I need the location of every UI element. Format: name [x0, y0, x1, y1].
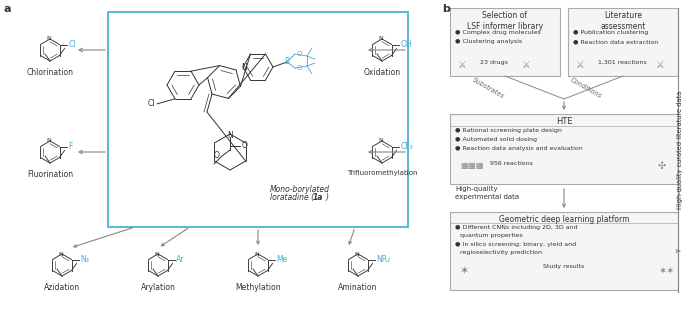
Text: 956 reactions: 956 reactions: [490, 161, 533, 166]
Text: quantum properties: quantum properties: [460, 233, 523, 238]
Text: ● Reaction data extraction: ● Reaction data extraction: [573, 39, 658, 44]
Text: ⚔: ⚔: [458, 60, 466, 70]
Text: Me: Me: [276, 255, 288, 264]
Text: ✶✶: ✶✶: [658, 266, 674, 276]
Text: b: b: [442, 4, 450, 14]
Text: ⚔: ⚔: [656, 60, 664, 70]
Text: Fluorination: Fluorination: [27, 170, 73, 179]
Text: ● Rational screening plate design: ● Rational screening plate design: [455, 128, 562, 133]
Text: N: N: [355, 252, 360, 256]
Text: N: N: [241, 62, 247, 72]
Text: B: B: [284, 58, 290, 67]
Text: Geometric deep learning platform: Geometric deep learning platform: [499, 215, 630, 224]
Text: NR₂: NR₂: [376, 255, 390, 264]
Text: ● In silico screening: binary, yield and: ● In silico screening: binary, yield and: [455, 242, 576, 247]
Text: Conditions: Conditions: [569, 77, 603, 99]
Text: N: N: [255, 252, 260, 256]
Text: O: O: [297, 65, 302, 71]
Text: ● Automated solid dosing: ● Automated solid dosing: [455, 137, 537, 142]
Bar: [450, 212, 678, 290]
Text: ● Different CNNs including 2D, 3D and: ● Different CNNs including 2D, 3D and: [455, 225, 577, 230]
Text: N: N: [379, 138, 384, 144]
Text: N: N: [227, 132, 233, 140]
Text: ): ): [325, 193, 328, 202]
Text: ● Complex drug molecules: ● Complex drug molecules: [455, 30, 540, 35]
Text: N: N: [47, 36, 51, 42]
Text: Arylation: Arylation: [140, 283, 175, 292]
Text: Substrates: Substrates: [471, 76, 506, 99]
Text: Cl: Cl: [147, 99, 155, 108]
Text: 1a: 1a: [313, 193, 323, 202]
Text: Selection of
LSF informer library: Selection of LSF informer library: [467, 11, 543, 31]
Text: a: a: [4, 4, 12, 14]
Text: F: F: [68, 142, 73, 151]
Text: loratadine (: loratadine (: [270, 193, 314, 202]
Text: regioselectivity prediction: regioselectivity prediction: [460, 250, 542, 255]
Text: ● Reaction data analysis and evaluation: ● Reaction data analysis and evaluation: [455, 146, 583, 151]
Text: 23 drugs: 23 drugs: [480, 60, 508, 65]
Bar: [450, 8, 560, 76]
Text: Methylation: Methylation: [235, 283, 281, 292]
Text: ✣: ✣: [658, 161, 666, 171]
Text: N: N: [59, 252, 64, 256]
Text: Ar: Ar: [176, 255, 185, 264]
Text: Cl: Cl: [68, 40, 76, 49]
Text: High-quality curated literature data: High-quality curated literature data: [677, 91, 683, 209]
Text: N: N: [379, 36, 384, 42]
Text: Mono-borylated: Mono-borylated: [270, 185, 330, 194]
Text: O: O: [214, 151, 220, 161]
Text: ⚔: ⚔: [576, 60, 585, 70]
Text: HTE: HTE: [556, 117, 572, 126]
Text: Trifluoromethylation: Trifluoromethylation: [347, 170, 417, 176]
Bar: [568, 8, 678, 76]
Text: Amination: Amination: [338, 283, 377, 292]
Text: ▦▦▦: ▦▦▦: [460, 161, 484, 170]
Text: ⚔: ⚔: [522, 60, 531, 70]
Text: OH: OH: [400, 40, 412, 49]
Text: ● Clustering analysis: ● Clustering analysis: [455, 39, 522, 44]
Text: Study results: Study results: [543, 264, 584, 269]
Bar: [450, 114, 678, 184]
Text: Oxidation: Oxidation: [364, 68, 401, 77]
Text: ● Publication clustering: ● Publication clustering: [573, 30, 648, 35]
Text: N₃: N₃: [80, 255, 89, 264]
Text: High-quality
experimental data: High-quality experimental data: [455, 186, 519, 200]
Text: O: O: [297, 51, 302, 57]
Text: 1,301 reactions: 1,301 reactions: [598, 60, 647, 65]
Text: CF₃: CF₃: [400, 142, 413, 151]
Text: N: N: [155, 252, 160, 256]
Text: ✶: ✶: [460, 266, 469, 276]
Text: O: O: [242, 141, 248, 150]
Text: N: N: [47, 138, 51, 144]
Bar: [108, 12, 408, 227]
Text: Azidation: Azidation: [44, 283, 80, 292]
Text: Literature
assessment: Literature assessment: [600, 11, 646, 31]
Text: Chlorination: Chlorination: [27, 68, 73, 77]
